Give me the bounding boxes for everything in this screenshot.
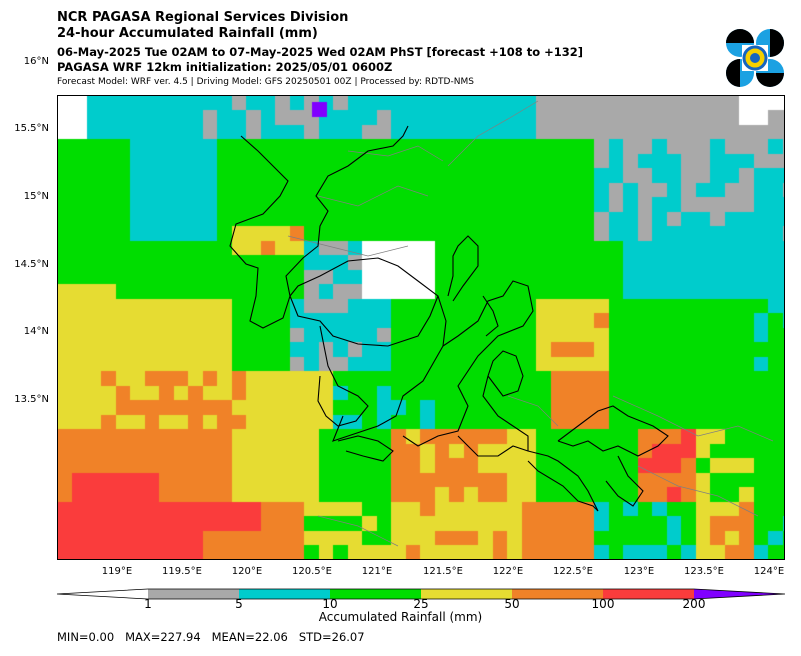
colorbar — [56, 588, 786, 600]
initialization-label: PAGASA WRF 12km initialization: 2025/05/… — [57, 60, 393, 74]
lon-tick-121-5: 121.5°E — [423, 566, 463, 577]
lon-tick-122-5: 122.5°E — [553, 566, 593, 577]
lat-tick-16: 16°N — [23, 56, 49, 67]
lon-tick-121: 121°E — [361, 566, 393, 577]
lat-tick-15-5: 15.5°N — [14, 123, 49, 134]
lon-tick-123-5: 123.5°E — [684, 566, 724, 577]
rainfall-raster — [58, 96, 784, 559]
colorbar-seg-7 — [694, 589, 785, 599]
colorbar-level-200: 200 — [682, 597, 706, 611]
lat-tick-14: 14°N — [23, 326, 49, 337]
colorbar-level-50: 50 — [504, 597, 520, 611]
colorbar-seg-4 — [421, 589, 512, 599]
colorbar-seg-6 — [603, 589, 694, 599]
lon-tick-120: 120°E — [231, 566, 263, 577]
lon-tick-119: 119°E — [101, 566, 133, 577]
colorbar-seg-1 — [148, 589, 239, 599]
colorbar-seg-2 — [239, 589, 330, 599]
colorbar-level-100: 100 — [591, 597, 615, 611]
colorbar-seg-5 — [512, 589, 603, 599]
colorbar-title: Accumulated Rainfall (mm) — [318, 610, 483, 624]
lon-tick-120-5: 120.5°E — [292, 566, 332, 577]
lat-tick-13-5: 13.5°N — [14, 394, 49, 405]
forecast-period: 06-May-2025 Tue 02AM to 07-May-2025 Wed … — [57, 45, 584, 59]
map-title: NCR PAGASA Regional Services Division — [57, 10, 349, 25]
colorbar-level-1: 1 — [144, 597, 152, 611]
lon-tick-119-5: 119.5°E — [162, 566, 202, 577]
lat-tick-14-5: 14.5°N — [14, 259, 49, 270]
lon-tick-124: 124°E — [753, 566, 785, 577]
model-info: Forecast Model: WRF ver. 4.5 | Driving M… — [57, 77, 474, 87]
colorbar-level-10: 10 — [322, 597, 338, 611]
rainfall-statistics: MIN=0.00 MAX=227.94 MEAN=22.06 STD=26.07 — [57, 630, 365, 644]
lon-tick-122: 122°E — [492, 566, 524, 577]
province-boundaries — [287, 100, 774, 547]
lon-tick-123: 123°E — [623, 566, 655, 577]
rainfall-map — [57, 95, 785, 560]
coastline-overlay — [229, 100, 774, 547]
colorbar-seg-0 — [57, 589, 148, 599]
pagasa-logo — [726, 29, 784, 87]
coastline — [229, 125, 669, 512]
colorbar-seg-3 — [330, 589, 421, 599]
colorbar-level-25: 25 — [413, 597, 429, 611]
colorbar-level-5: 5 — [235, 597, 243, 611]
lat-tick-15: 15°N — [23, 191, 49, 202]
map-subtitle: 24-hour Accumulated Rainfall (mm) — [57, 26, 318, 41]
